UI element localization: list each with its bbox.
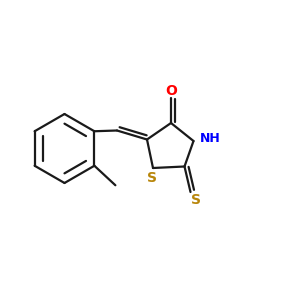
Text: NH: NH <box>200 131 220 145</box>
Text: S: S <box>191 193 201 206</box>
Text: S: S <box>146 171 157 185</box>
Text: O: O <box>165 84 177 98</box>
